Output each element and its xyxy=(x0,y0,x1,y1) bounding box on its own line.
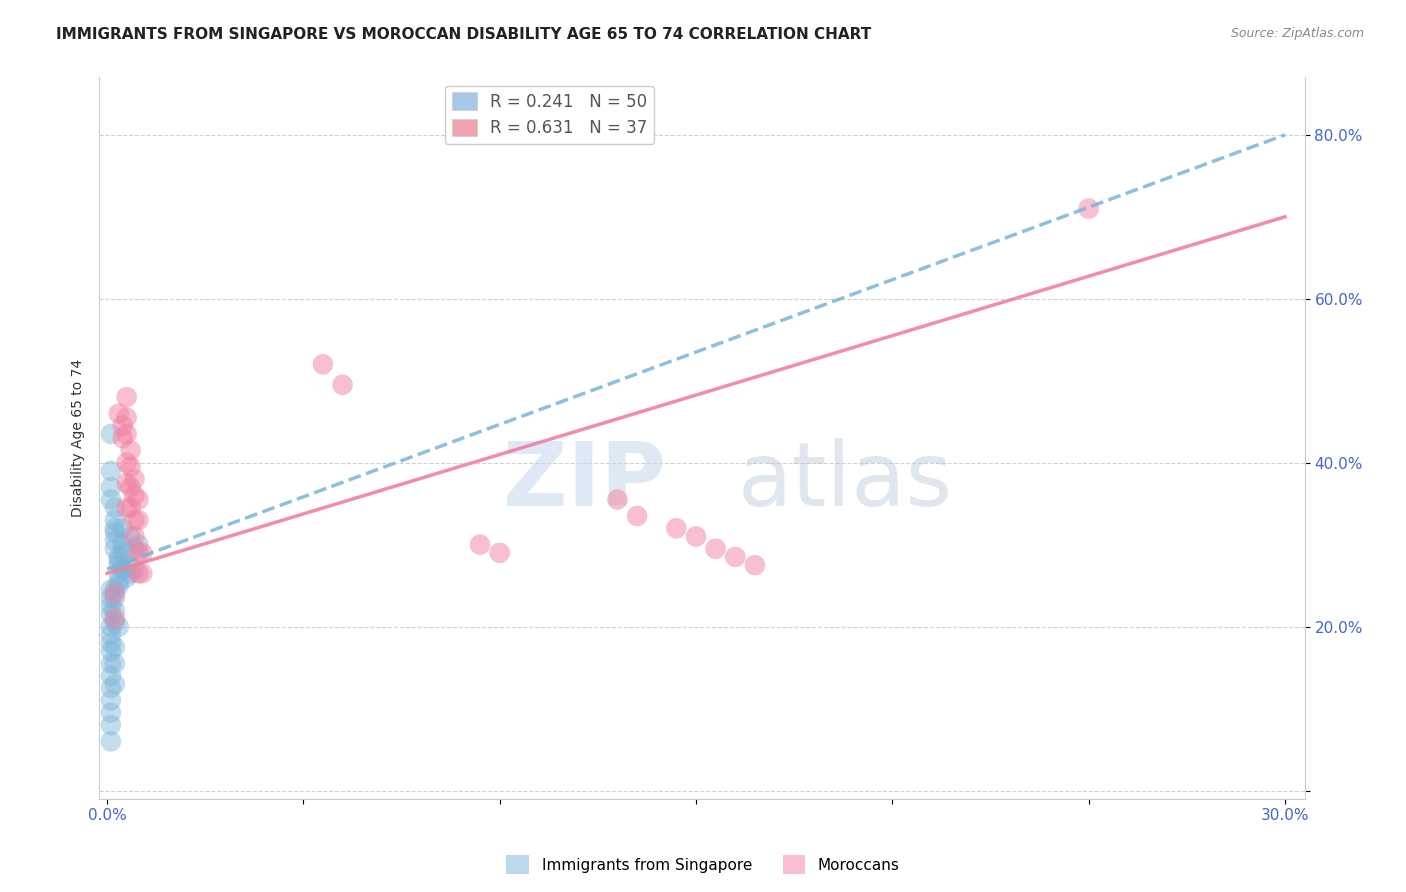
Point xyxy=(724,549,747,564)
Point xyxy=(100,706,122,720)
Point xyxy=(100,644,122,658)
Point xyxy=(744,558,766,573)
Point xyxy=(606,492,628,507)
Point xyxy=(468,538,491,552)
Point xyxy=(115,558,138,573)
Point xyxy=(127,546,149,560)
Point xyxy=(100,669,122,683)
Text: ZIP: ZIP xyxy=(503,438,665,524)
Point xyxy=(107,566,129,581)
Point xyxy=(100,657,122,671)
Point xyxy=(104,591,127,605)
Point xyxy=(100,492,122,507)
Point xyxy=(332,377,354,392)
Point xyxy=(104,525,127,540)
Point xyxy=(115,476,138,491)
Point xyxy=(107,574,129,589)
Point xyxy=(104,615,127,630)
Point xyxy=(111,521,134,535)
Point xyxy=(115,427,138,442)
Point xyxy=(100,599,122,614)
Y-axis label: Disability Age 65 to 74: Disability Age 65 to 74 xyxy=(72,359,86,517)
Point xyxy=(131,566,153,581)
Point xyxy=(120,529,142,543)
Point xyxy=(107,579,129,593)
Point xyxy=(120,566,142,581)
Point xyxy=(120,459,142,474)
Text: atlas: atlas xyxy=(738,438,953,524)
Point xyxy=(104,603,127,617)
Point xyxy=(131,546,153,560)
Point xyxy=(312,357,335,371)
Point xyxy=(104,513,127,527)
Point xyxy=(107,554,129,568)
Point xyxy=(115,410,138,425)
Text: IMMIGRANTS FROM SINGAPORE VS MOROCCAN DISABILITY AGE 65 TO 74 CORRELATION CHART: IMMIGRANTS FROM SINGAPORE VS MOROCCAN DI… xyxy=(56,27,872,42)
Point xyxy=(104,582,127,597)
Point xyxy=(104,640,127,654)
Point xyxy=(127,513,149,527)
Point xyxy=(107,407,129,421)
Point xyxy=(124,529,146,543)
Point xyxy=(104,677,127,691)
Point xyxy=(107,558,129,573)
Legend: Immigrants from Singapore, Moroccans: Immigrants from Singapore, Moroccans xyxy=(501,849,905,880)
Point xyxy=(107,619,129,633)
Point xyxy=(127,538,149,552)
Point xyxy=(124,513,146,527)
Point xyxy=(488,546,510,560)
Point xyxy=(127,492,149,507)
Point xyxy=(100,681,122,695)
Point xyxy=(120,480,142,494)
Point xyxy=(100,693,122,707)
Point xyxy=(111,431,134,445)
Point xyxy=(107,549,129,564)
Point xyxy=(100,628,122,642)
Point xyxy=(115,456,138,470)
Point xyxy=(100,427,122,442)
Point xyxy=(124,562,146,576)
Point xyxy=(104,611,127,625)
Legend: R = 0.241   N = 50, R = 0.631   N = 37: R = 0.241 N = 50, R = 0.631 N = 37 xyxy=(446,86,654,144)
Point xyxy=(111,418,134,433)
Point xyxy=(665,521,688,535)
Point xyxy=(100,607,122,622)
Point xyxy=(124,472,146,486)
Point xyxy=(111,538,134,552)
Point xyxy=(120,443,142,458)
Point xyxy=(104,500,127,515)
Point xyxy=(111,546,134,560)
Point xyxy=(100,464,122,478)
Point xyxy=(100,591,122,605)
Point xyxy=(115,390,138,404)
Point xyxy=(104,587,127,601)
Point xyxy=(124,488,146,502)
Point xyxy=(124,541,146,556)
Point xyxy=(104,657,127,671)
Point xyxy=(704,541,727,556)
Point xyxy=(100,480,122,494)
Point xyxy=(104,521,127,535)
Point xyxy=(100,718,122,732)
Point xyxy=(111,562,134,576)
Point xyxy=(115,570,138,584)
Point xyxy=(100,619,122,633)
Point xyxy=(100,636,122,650)
Point xyxy=(104,541,127,556)
Text: Source: ZipAtlas.com: Source: ZipAtlas.com xyxy=(1230,27,1364,40)
Point xyxy=(626,508,648,523)
Point xyxy=(100,582,122,597)
Point xyxy=(104,533,127,548)
Point xyxy=(120,500,142,515)
Point xyxy=(100,734,122,748)
Point xyxy=(1077,202,1099,216)
Point xyxy=(115,500,138,515)
Point xyxy=(127,566,149,581)
Point xyxy=(685,529,707,543)
